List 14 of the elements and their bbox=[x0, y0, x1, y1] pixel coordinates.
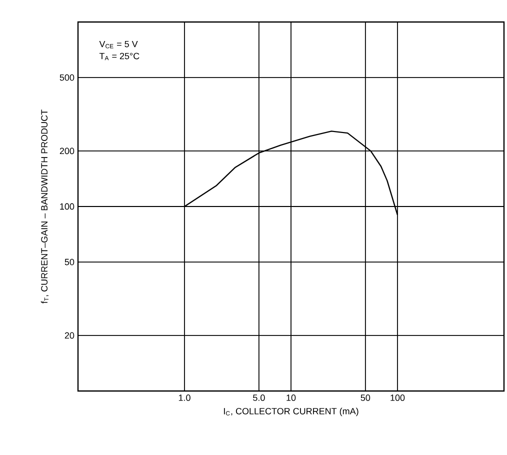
annotation: V$_{CE}$ = 5 V bbox=[99, 40, 138, 48]
x-tick-label: 10 bbox=[286, 394, 296, 401]
y-tick-label: 20 bbox=[64, 332, 74, 339]
y-tick-label: 200 bbox=[60, 148, 74, 154]
x-axis-title: I$_{C}$, COLLECTOR CURRENT (mA) bbox=[224, 408, 358, 416]
annotation: T$_{A}$ = 25°C bbox=[99, 52, 140, 60]
y-tick-label: 500 bbox=[60, 74, 74, 81]
y-tick-label: 50 bbox=[64, 258, 74, 266]
y-axis-title: f$_{T}$, CURRENT–GAIN – BANDWIDTH PRODUCT bbox=[40, 110, 49, 304]
x-tick-label: 5.0 bbox=[253, 394, 265, 401]
x-tick-label: 100 bbox=[390, 394, 405, 401]
x-tick-label: 50 bbox=[360, 394, 370, 401]
x-tick-label: 1.0 bbox=[178, 394, 190, 401]
y-tick-label: 100 bbox=[60, 203, 74, 210]
